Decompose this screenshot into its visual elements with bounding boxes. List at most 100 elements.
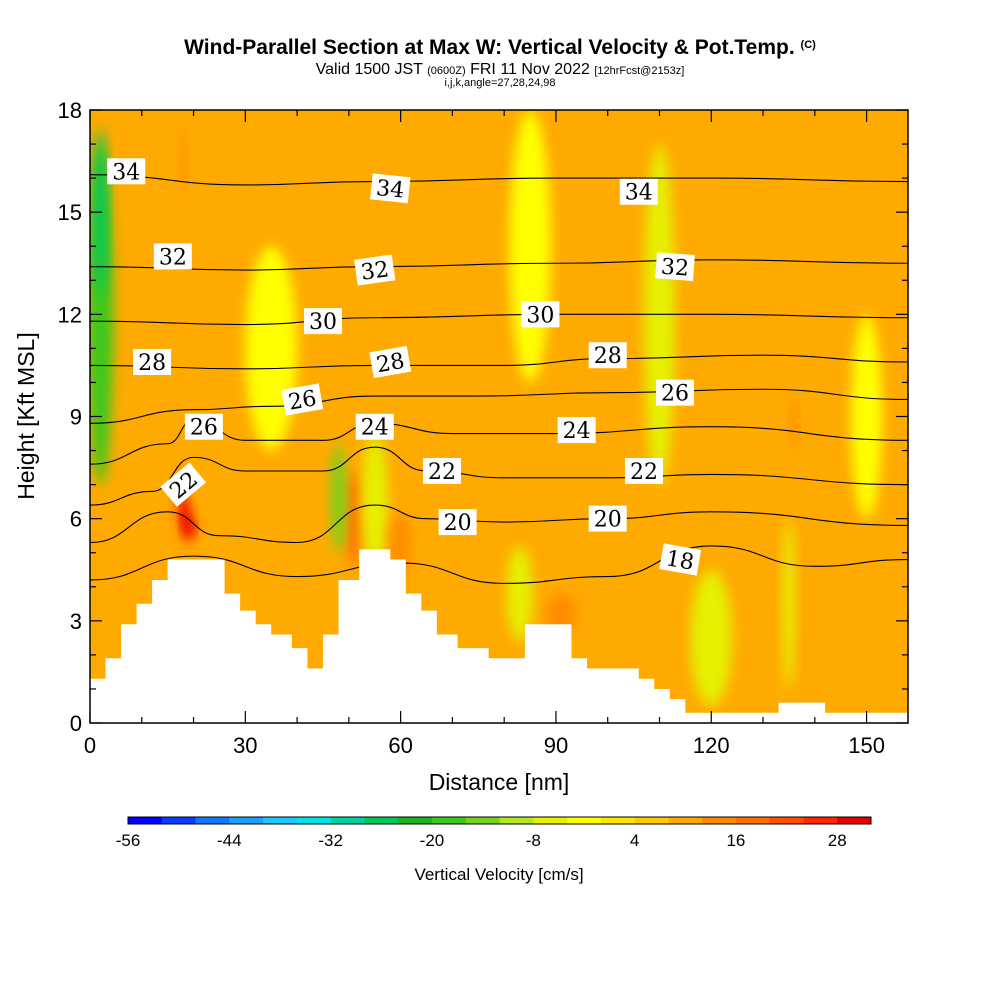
colorbar-tick-label: -20 xyxy=(420,831,445,850)
contour-label-box xyxy=(153,243,192,270)
contour-label-text: 26 xyxy=(190,416,218,441)
contour-label-20: 20 xyxy=(588,505,627,533)
colorbar-tick-label: 4 xyxy=(630,831,639,850)
contour-label-box xyxy=(423,457,462,484)
chart-subtitle: Valid 1500 JST (0600Z) FRI 11 Nov 2022 [… xyxy=(0,61,1000,79)
contour-label-text: 26 xyxy=(287,386,319,415)
colorbar-swatch xyxy=(735,817,771,824)
colorbar-swatch xyxy=(161,817,197,824)
colorbar-swatch xyxy=(465,817,500,824)
contour-label-box xyxy=(588,342,627,369)
colorbar-tick-label: -8 xyxy=(526,831,541,850)
contour-label-box xyxy=(659,543,702,576)
contour-label-7: 30 xyxy=(521,301,560,328)
contour-label-box xyxy=(281,383,324,416)
contour-label-text: 32 xyxy=(159,245,187,270)
chart-title-text: Wind-Parallel Section at Max W: Vertical… xyxy=(184,36,795,59)
x-tick-label: 30 xyxy=(233,733,257,758)
contour-label-21: 18 xyxy=(659,543,702,576)
contour-label-5: 32 xyxy=(655,252,695,282)
colorbar-swatch xyxy=(600,817,636,824)
forecast-info: [12hrFcst@2153z] xyxy=(594,65,685,77)
contour-label-box xyxy=(557,417,596,444)
x-axis: 0 30 60 90 120 150 xyxy=(84,110,885,758)
colorbar-swatch xyxy=(364,817,399,824)
contour-label-text: 34 xyxy=(375,176,405,204)
theta-contours xyxy=(90,174,908,584)
colorbar-swatch xyxy=(296,817,332,824)
colorbar-swatch xyxy=(702,817,737,824)
chart-title-mark: (C) xyxy=(800,39,816,51)
contour-label-box xyxy=(355,413,394,440)
contour-label-text: 30 xyxy=(526,303,554,328)
contour-label-box xyxy=(133,349,172,376)
chart-title: Wind-Parallel Section at Max W: Vertical… xyxy=(0,36,1000,60)
colorbar-swatch xyxy=(398,817,433,824)
contour-theta-22 xyxy=(90,446,908,506)
contour-label-text: 28 xyxy=(138,351,166,376)
x-tick-label: 0 xyxy=(84,733,96,758)
contour-label-text: 34 xyxy=(625,181,653,206)
contour-label-text: 32 xyxy=(359,257,390,286)
contour-theta-32 xyxy=(90,259,908,271)
contour-label-text: 18 xyxy=(664,546,696,575)
contour-label-box xyxy=(160,462,207,507)
contour-theta-20 xyxy=(90,504,908,544)
contour-label-13: 26 xyxy=(184,413,223,441)
colorbar-swatch xyxy=(634,817,669,824)
colorbar-tick-label: 16 xyxy=(726,831,745,850)
velocity-cell-19 xyxy=(245,246,298,451)
contour-label-box xyxy=(370,173,411,204)
velocity-cell-17 xyxy=(690,569,732,706)
contour-label-box xyxy=(619,178,658,205)
colorbar-swatch xyxy=(837,817,872,824)
colorbar-swatch xyxy=(128,817,163,824)
valid-utc: (0600Z) xyxy=(427,65,466,77)
contour-label-19: 20 xyxy=(438,509,477,536)
contour-label-10: 28 xyxy=(588,342,627,369)
contour-theta-34 xyxy=(90,174,908,186)
contour-label-6: 30 xyxy=(303,308,342,335)
y-tick-label: 15 xyxy=(58,200,82,225)
y-tick-label: 0 xyxy=(70,711,82,736)
contour-label-box xyxy=(107,158,146,185)
colorbar-swatch xyxy=(769,817,804,824)
colorbar-tick-label: -56 xyxy=(116,831,141,850)
colorbar-swatch xyxy=(229,817,264,824)
x-tick-label: 150 xyxy=(848,733,885,758)
contour-label-box xyxy=(624,457,663,484)
contour-label-box xyxy=(655,252,695,281)
velocity-cell-18 xyxy=(509,110,551,383)
colorbar-frame xyxy=(127,816,872,825)
contour-label-0: 34 xyxy=(107,158,146,185)
contour-label-4: 32 xyxy=(354,254,396,286)
x-tick-label: 90 xyxy=(544,733,568,758)
velocity-cell-5 xyxy=(180,130,187,192)
contour-label-box xyxy=(438,509,477,536)
contour-label-14: 24 xyxy=(355,413,394,441)
colorbar-swatch xyxy=(330,817,365,824)
contour-label-12: 26 xyxy=(656,379,695,407)
contour-label-3: 32 xyxy=(153,243,192,270)
colorbar-swatch xyxy=(263,817,298,824)
contour-label-box xyxy=(521,301,560,328)
contour-label-text: 22 xyxy=(630,460,658,485)
y-tick-label: 18 xyxy=(58,98,82,123)
contour-label-9: 28 xyxy=(369,345,412,378)
x-tick-label: 120 xyxy=(693,733,730,758)
colorbar-swatch xyxy=(567,817,602,824)
contour-label-2: 34 xyxy=(619,178,658,206)
x-axis-title: Distance [nm] xyxy=(429,769,570,795)
contour-label-text: 28 xyxy=(375,349,407,378)
colorbar-swatch xyxy=(499,817,534,824)
valid-time: Valid 1500 JST xyxy=(315,61,423,78)
contour-theta-30 xyxy=(90,313,908,326)
contour-label-text: 24 xyxy=(361,416,389,441)
contour-label-text: 30 xyxy=(309,310,337,335)
y-axis-title: Height [Kft MSL] xyxy=(13,332,39,499)
contour-label-box xyxy=(588,505,627,532)
y-tick-label: 6 xyxy=(70,507,82,532)
y-tick-label: 12 xyxy=(58,302,82,327)
